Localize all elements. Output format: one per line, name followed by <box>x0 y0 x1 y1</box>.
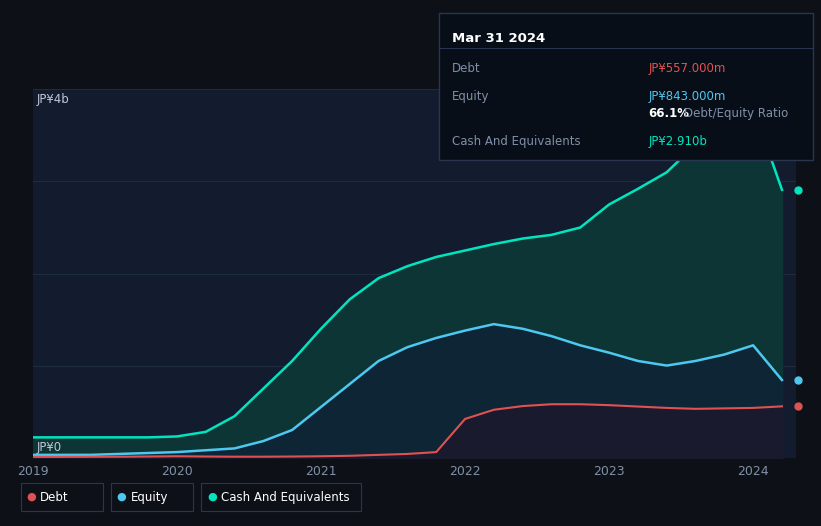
Text: JP¥4b: JP¥4b <box>37 93 70 106</box>
Text: JP¥557.000m: JP¥557.000m <box>649 63 726 75</box>
Text: Mar 31 2024: Mar 31 2024 <box>452 32 545 45</box>
Text: Cash And Equivalents: Cash And Equivalents <box>221 491 350 503</box>
Text: Debt: Debt <box>452 63 480 75</box>
Text: 66.1%: 66.1% <box>649 107 690 120</box>
Text: JP¥2.910b: JP¥2.910b <box>649 135 708 148</box>
Text: Equity: Equity <box>131 491 168 503</box>
Text: JP¥0: JP¥0 <box>37 441 62 454</box>
Text: ●: ● <box>207 492 217 502</box>
Text: ●: ● <box>117 492 126 502</box>
Text: ●: ● <box>26 492 36 502</box>
Text: Debt/Equity Ratio: Debt/Equity Ratio <box>684 107 788 120</box>
Text: Equity: Equity <box>452 90 489 103</box>
Text: Debt: Debt <box>40 491 69 503</box>
Text: JP¥843.000m: JP¥843.000m <box>649 90 726 103</box>
Text: Cash And Equivalents: Cash And Equivalents <box>452 135 580 148</box>
